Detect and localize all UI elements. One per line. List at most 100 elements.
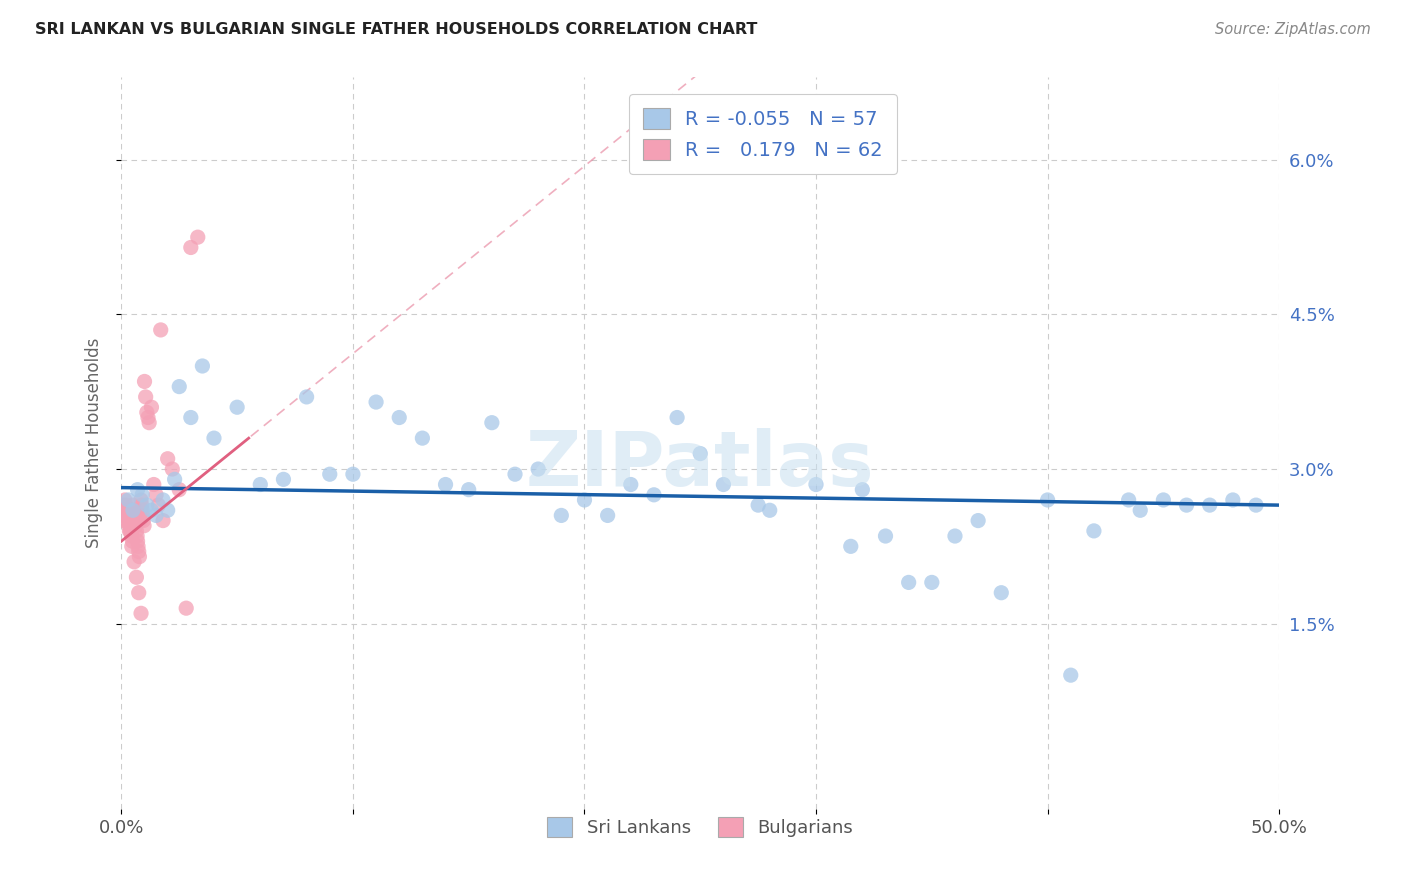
Point <box>758 503 780 517</box>
Point <box>1036 493 1059 508</box>
Point <box>156 451 179 466</box>
Point <box>115 508 138 523</box>
Point <box>112 503 135 517</box>
Point <box>174 601 197 615</box>
Point <box>897 575 920 590</box>
Point <box>167 379 190 393</box>
Point <box>131 508 153 523</box>
Point <box>875 529 897 543</box>
Point <box>118 524 141 538</box>
Point <box>295 390 318 404</box>
Point <box>125 518 148 533</box>
Text: ZIPatlas: ZIPatlas <box>526 428 875 502</box>
Point <box>120 524 142 538</box>
Point <box>129 514 152 528</box>
Point <box>273 472 295 486</box>
Point <box>148 498 170 512</box>
Point <box>132 518 155 533</box>
Point <box>249 477 271 491</box>
Point <box>1118 493 1140 508</box>
Point <box>1083 524 1105 538</box>
Point <box>226 401 249 415</box>
Point <box>112 514 135 528</box>
Point <box>136 410 159 425</box>
Point <box>114 493 136 508</box>
Point <box>713 477 735 491</box>
Point <box>967 514 990 528</box>
Point <box>364 395 387 409</box>
Point <box>118 514 141 528</box>
Point <box>118 518 141 533</box>
Point <box>127 539 149 553</box>
Point <box>117 503 139 517</box>
Point <box>121 529 143 543</box>
Point <box>342 467 364 482</box>
Point <box>141 503 163 517</box>
Point <box>124 514 146 528</box>
Point <box>152 493 174 508</box>
Point <box>145 488 167 502</box>
Point <box>122 498 145 512</box>
Point <box>434 477 457 491</box>
Point <box>481 416 503 430</box>
Point <box>839 539 862 553</box>
Point <box>180 410 202 425</box>
Point <box>122 503 145 517</box>
Point <box>851 483 873 497</box>
Point <box>141 401 163 415</box>
Point <box>121 539 143 553</box>
Point <box>128 508 150 523</box>
Point <box>131 498 153 512</box>
Point <box>122 555 145 569</box>
Point <box>122 508 145 523</box>
Point <box>1129 503 1152 517</box>
Y-axis label: Single Father Households: Single Father Households <box>86 338 103 549</box>
Point <box>131 488 153 502</box>
Text: SRI LANKAN VS BULGARIAN SINGLE FATHER HOUSEHOLDS CORRELATION CHART: SRI LANKAN VS BULGARIAN SINGLE FATHER HO… <box>35 22 758 37</box>
Point <box>115 514 138 528</box>
Point <box>202 431 225 445</box>
Point <box>131 503 153 517</box>
Point <box>1175 498 1198 512</box>
Point <box>163 472 186 486</box>
Point <box>149 323 172 337</box>
Point <box>457 483 479 497</box>
Point <box>135 498 157 512</box>
Legend: Sri Lankans, Bulgarians: Sri Lankans, Bulgarians <box>540 810 860 844</box>
Point <box>129 493 152 508</box>
Point <box>117 508 139 523</box>
Point <box>921 575 943 590</box>
Point <box>135 405 157 419</box>
Point <box>128 585 150 599</box>
Point <box>120 524 142 538</box>
Point <box>129 607 152 621</box>
Point <box>550 508 572 523</box>
Point <box>319 467 342 482</box>
Point <box>943 529 966 543</box>
Point <box>388 410 411 425</box>
Point <box>152 514 174 528</box>
Point <box>1244 498 1267 512</box>
Point <box>162 462 184 476</box>
Point <box>620 477 643 491</box>
Point <box>121 534 143 549</box>
Point <box>1198 498 1220 512</box>
Point <box>1060 668 1083 682</box>
Point <box>138 416 160 430</box>
Point <box>574 493 596 508</box>
Point <box>127 534 149 549</box>
Point <box>689 447 711 461</box>
Point <box>643 488 665 502</box>
Point <box>124 514 146 528</box>
Point <box>1222 493 1244 508</box>
Point <box>167 483 190 497</box>
Point <box>127 529 149 543</box>
Point <box>187 230 209 244</box>
Point <box>127 483 149 497</box>
Point <box>666 410 689 425</box>
Point <box>156 503 179 517</box>
Point <box>135 390 157 404</box>
Point <box>111 498 134 512</box>
Point <box>411 431 433 445</box>
Point <box>527 462 550 476</box>
